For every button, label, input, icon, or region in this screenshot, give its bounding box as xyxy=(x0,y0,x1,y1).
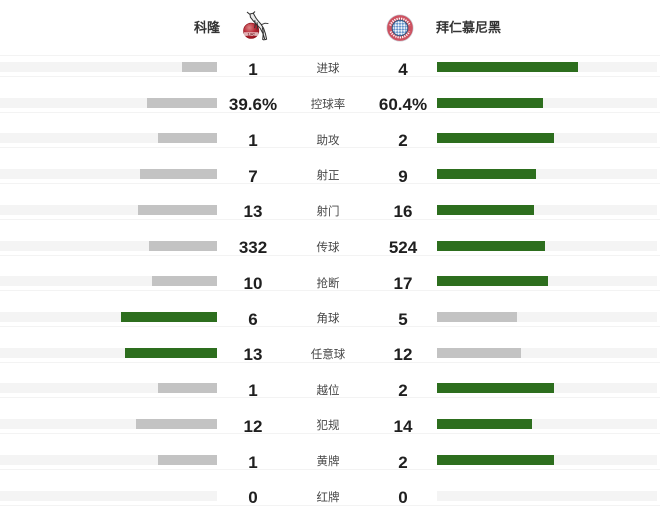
svg-text:1.FC: 1.FC xyxy=(248,32,256,36)
